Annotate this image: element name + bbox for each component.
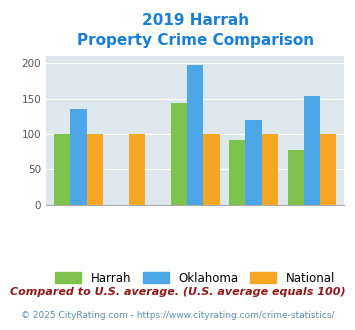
Bar (187, 65, 203, 205)
Bar (246, 120, 262, 205)
Bar (304, 96, 320, 205)
Title: 2019 Harrah
Property Crime Comparison: 2019 Harrah Property Crime Comparison (77, 13, 314, 48)
Text: Compared to U.S. average. (U.S. average equals 100): Compared to U.S. average. (U.S. average … (10, 287, 345, 297)
Bar (203, 134, 219, 205)
Bar (70, 109, 87, 205)
Bar (262, 134, 278, 205)
Bar (171, 103, 187, 205)
Legend: Harrah, Oklahoma, National: Harrah, Oklahoma, National (51, 267, 340, 289)
Bar (288, 150, 304, 205)
Bar (129, 134, 145, 205)
Bar (229, 140, 246, 205)
Text: © 2025 CityRating.com - https://www.cityrating.com/crime-statistics/: © 2025 CityRating.com - https://www.city… (21, 311, 334, 320)
Bar (320, 134, 336, 205)
Bar (54, 134, 70, 205)
Bar (87, 134, 103, 205)
